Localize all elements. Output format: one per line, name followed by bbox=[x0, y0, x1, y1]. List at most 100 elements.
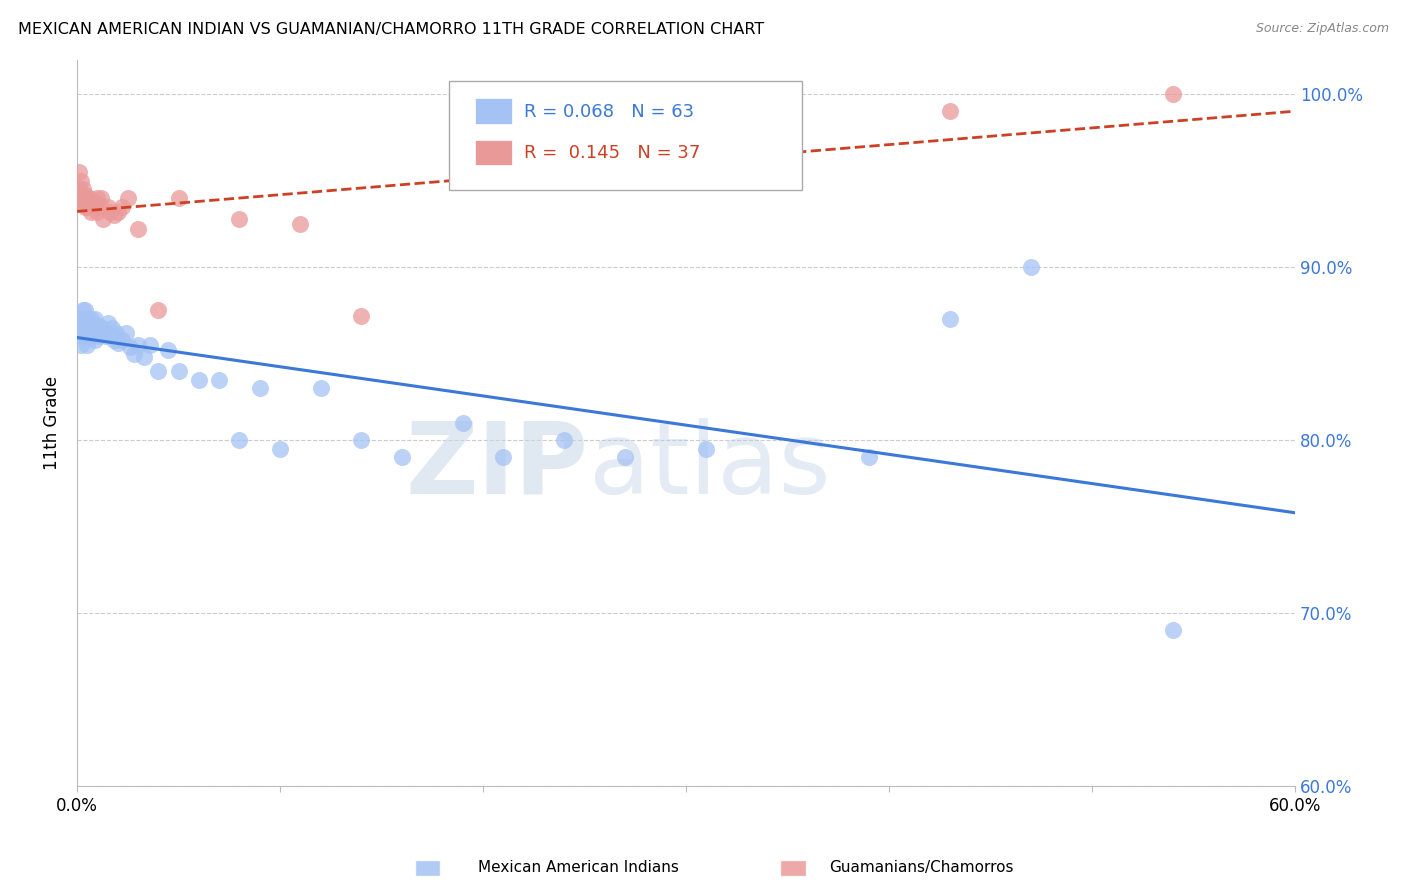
Point bbox=[939, 312, 962, 326]
Point bbox=[77, 191, 100, 205]
Point bbox=[492, 450, 515, 465]
Point bbox=[76, 200, 98, 214]
Point bbox=[72, 303, 94, 318]
Point bbox=[75, 187, 97, 202]
Point bbox=[132, 350, 155, 364]
Point bbox=[391, 450, 413, 465]
Point bbox=[228, 433, 250, 447]
Point bbox=[122, 346, 145, 360]
Point bbox=[1161, 624, 1184, 638]
Point bbox=[86, 191, 108, 205]
Point bbox=[72, 194, 94, 209]
Point bbox=[86, 320, 108, 334]
Point bbox=[70, 329, 93, 343]
Text: atlas: atlas bbox=[589, 418, 831, 515]
Point bbox=[77, 326, 100, 340]
Point bbox=[84, 312, 107, 326]
Point bbox=[67, 312, 90, 326]
Point bbox=[93, 211, 115, 226]
Point bbox=[614, 450, 637, 465]
Point bbox=[72, 182, 94, 196]
Point bbox=[553, 433, 575, 447]
Point bbox=[76, 312, 98, 326]
Point bbox=[1161, 87, 1184, 102]
Point bbox=[70, 191, 93, 205]
Point bbox=[75, 194, 97, 209]
Point bbox=[84, 200, 107, 214]
Point bbox=[67, 329, 90, 343]
Point bbox=[80, 320, 103, 334]
Point bbox=[89, 329, 111, 343]
Text: Guamanians/Chamorros: Guamanians/Chamorros bbox=[830, 860, 1014, 874]
Point bbox=[290, 217, 312, 231]
Point bbox=[86, 204, 108, 219]
Point bbox=[76, 329, 98, 343]
Point bbox=[111, 333, 134, 347]
Point bbox=[75, 200, 97, 214]
Point bbox=[114, 326, 136, 340]
Point bbox=[70, 174, 93, 188]
Point bbox=[350, 433, 373, 447]
FancyBboxPatch shape bbox=[780, 860, 806, 876]
Point bbox=[100, 320, 122, 334]
Point bbox=[96, 200, 118, 214]
FancyBboxPatch shape bbox=[475, 139, 512, 165]
Point bbox=[107, 336, 129, 351]
Text: Source: ZipAtlas.com: Source: ZipAtlas.com bbox=[1256, 22, 1389, 36]
Point bbox=[167, 191, 190, 205]
Point bbox=[107, 204, 129, 219]
Point bbox=[118, 340, 141, 354]
Point bbox=[75, 303, 97, 318]
Y-axis label: 11th Grade: 11th Grade bbox=[44, 376, 60, 470]
Point bbox=[82, 194, 104, 209]
Point bbox=[96, 316, 118, 330]
Point bbox=[90, 320, 112, 334]
Point bbox=[70, 312, 93, 326]
Point bbox=[80, 198, 103, 212]
Point bbox=[67, 165, 90, 179]
Point bbox=[80, 329, 103, 343]
Point bbox=[76, 338, 98, 352]
Point bbox=[187, 373, 209, 387]
FancyBboxPatch shape bbox=[449, 81, 801, 190]
Point bbox=[89, 318, 111, 333]
Point bbox=[269, 442, 291, 456]
FancyBboxPatch shape bbox=[415, 860, 440, 876]
Point bbox=[80, 204, 103, 219]
Point bbox=[82, 326, 104, 340]
Point bbox=[249, 381, 271, 395]
Point bbox=[228, 211, 250, 226]
Point bbox=[90, 191, 112, 205]
Point bbox=[86, 326, 108, 340]
Point bbox=[77, 316, 100, 330]
Point bbox=[939, 104, 962, 119]
Point bbox=[76, 191, 98, 205]
Point bbox=[309, 381, 332, 395]
Point bbox=[695, 442, 717, 456]
Point bbox=[93, 326, 115, 340]
Point bbox=[75, 320, 97, 334]
Point bbox=[94, 329, 117, 343]
Point bbox=[1019, 260, 1042, 275]
Point bbox=[139, 338, 162, 352]
Point bbox=[98, 326, 121, 340]
Point bbox=[148, 364, 170, 378]
Point bbox=[98, 204, 121, 219]
FancyBboxPatch shape bbox=[475, 98, 512, 123]
Point bbox=[84, 333, 107, 347]
Point bbox=[72, 312, 94, 326]
Point bbox=[82, 316, 104, 330]
Point bbox=[858, 450, 880, 465]
Point bbox=[67, 182, 90, 196]
Point bbox=[103, 333, 125, 347]
Point bbox=[103, 208, 125, 222]
Point bbox=[167, 364, 190, 378]
Point bbox=[80, 312, 103, 326]
Point bbox=[451, 416, 474, 430]
Text: ZIP: ZIP bbox=[406, 418, 589, 515]
Point bbox=[72, 320, 94, 334]
Point bbox=[127, 338, 149, 352]
Point bbox=[117, 191, 139, 205]
Text: Mexican American Indians: Mexican American Indians bbox=[478, 860, 679, 874]
Point bbox=[157, 343, 180, 358]
